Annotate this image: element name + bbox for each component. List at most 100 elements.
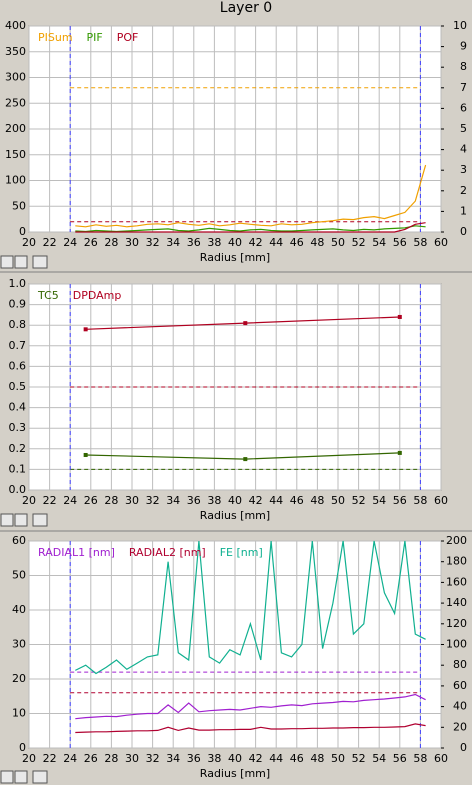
series-line (75, 225, 426, 233)
legend-entry: PIF (87, 31, 103, 44)
x-tick-label: 42 (249, 236, 263, 249)
x-tick-label: 34 (166, 494, 180, 507)
y2-tick-label: 100 (446, 638, 467, 651)
y-tick-label: 350 (5, 45, 26, 58)
x-tick-label: 40 (228, 236, 242, 249)
x-axis-label: Radius [mm] (200, 767, 270, 780)
y-tick-label: 40 (12, 603, 26, 616)
x-tick-label: 40 (228, 494, 242, 507)
x-tick-label: 50 (331, 236, 345, 249)
y-tick-label: 200 (5, 122, 26, 135)
x-tick-label: 56 (393, 494, 407, 507)
y-tick-label: 0.4 (9, 401, 27, 414)
y2-tick-label: 140 (446, 596, 467, 609)
x-tick-label: 42 (249, 494, 263, 507)
x-tick-label: 44 (269, 494, 283, 507)
x-tick-label: 36 (187, 494, 201, 507)
y2-tick-label: 180 (446, 555, 467, 568)
series-line (75, 540, 426, 675)
data-point (243, 457, 248, 462)
legend-entry: RADIAL1 [nm] (38, 546, 115, 559)
x-tick-label: 24 (63, 752, 77, 765)
y2-tick-label: 80 (453, 658, 467, 671)
x-axis-label: Radius [mm] (200, 509, 270, 522)
x-tick-label: 32 (146, 236, 160, 249)
x-tick-label: 24 (63, 236, 77, 249)
pan-button[interactable] (32, 513, 48, 527)
y-tick-label: 30 (12, 638, 26, 651)
x-tick-label: 30 (125, 236, 139, 249)
x-tick-label: 36 (187, 236, 201, 249)
x-tick-label: 22 (43, 494, 57, 507)
toolbar[interactable] (0, 770, 48, 784)
y2-tick-label: 6 (460, 101, 467, 114)
y2-tick-label: 0 (460, 225, 467, 238)
x-tick-label: 60 (434, 236, 448, 249)
crosshair-button[interactable] (14, 255, 28, 269)
x-tick-label: 40 (228, 752, 242, 765)
data-point (83, 327, 88, 332)
y2-tick-label: 3 (460, 163, 467, 176)
y-tick-label: 50 (12, 569, 26, 582)
x-tick-label: 24 (63, 494, 77, 507)
x-tick-label: 38 (207, 752, 221, 765)
pan-button[interactable] (32, 770, 48, 784)
x-tick-label: 58 (413, 752, 427, 765)
x-tick-label: 20 (22, 752, 36, 765)
x-tick-label: 60 (434, 752, 448, 765)
page-title: Layer 0 (220, 0, 272, 16)
zoom-button[interactable] (0, 770, 14, 784)
x-tick-label: 48 (310, 494, 324, 507)
x-tick-label: 58 (413, 236, 427, 249)
toolbar[interactable] (0, 513, 48, 527)
y-tick-label: 100 (5, 174, 26, 187)
x-tick-label: 46 (290, 752, 304, 765)
crosshair-button[interactable] (14, 770, 28, 784)
x-tick-label: 48 (310, 236, 324, 249)
y2-tick-label: 2 (460, 184, 467, 197)
y-tick-label: 0.2 (9, 442, 27, 455)
y-tick-label: 50 (12, 199, 26, 212)
x-tick-label: 46 (290, 236, 304, 249)
toolbar[interactable] (0, 255, 48, 269)
x-tick-label: 54 (372, 752, 386, 765)
x-tick-label: 28 (104, 494, 118, 507)
zoom-button[interactable] (0, 255, 14, 269)
x-tick-label: 52 (352, 236, 366, 249)
y-tick-label: 1.0 (9, 277, 27, 290)
crosshair-button[interactable] (14, 513, 28, 527)
y2-tick-label: 40 (453, 700, 467, 713)
series-line (75, 222, 426, 233)
x-tick-label: 50 (331, 752, 345, 765)
y-tick-label: 0 (19, 741, 26, 754)
legend-entry: POF (117, 31, 139, 44)
y2-tick-label: 9 (460, 40, 467, 53)
pan-button[interactable] (32, 255, 48, 269)
x-tick-label: 56 (393, 752, 407, 765)
data-point (83, 452, 88, 457)
y-tick-label: 150 (5, 148, 26, 161)
y-tick-label: 0.6 (9, 359, 27, 372)
y2-tick-label: 120 (446, 617, 467, 630)
x-tick-label: 56 (393, 236, 407, 249)
y2-tick-label: 5 (460, 122, 467, 135)
x-tick-label: 20 (22, 236, 36, 249)
x-tick-label: 52 (352, 494, 366, 507)
x-tick-label: 44 (269, 752, 283, 765)
x-tick-label: 34 (166, 236, 180, 249)
x-tick-label: 22 (43, 752, 57, 765)
y2-tick-label: 60 (453, 679, 467, 692)
x-tick-label: 22 (43, 236, 57, 249)
zoom-button[interactable] (0, 513, 14, 527)
x-tick-label: 54 (372, 494, 386, 507)
legend-entry: RADIAL2 [nm] (129, 546, 206, 559)
y2-tick-label: 1 (460, 204, 467, 217)
x-tick-label: 44 (269, 236, 283, 249)
x-tick-label: 36 (187, 752, 201, 765)
y2-tick-label: 4 (460, 143, 467, 156)
y-tick-label: 0.8 (9, 318, 27, 331)
x-tick-label: 26 (84, 494, 98, 507)
legend-entry: DPDAmp (73, 289, 122, 302)
x-tick-label: 30 (125, 494, 139, 507)
